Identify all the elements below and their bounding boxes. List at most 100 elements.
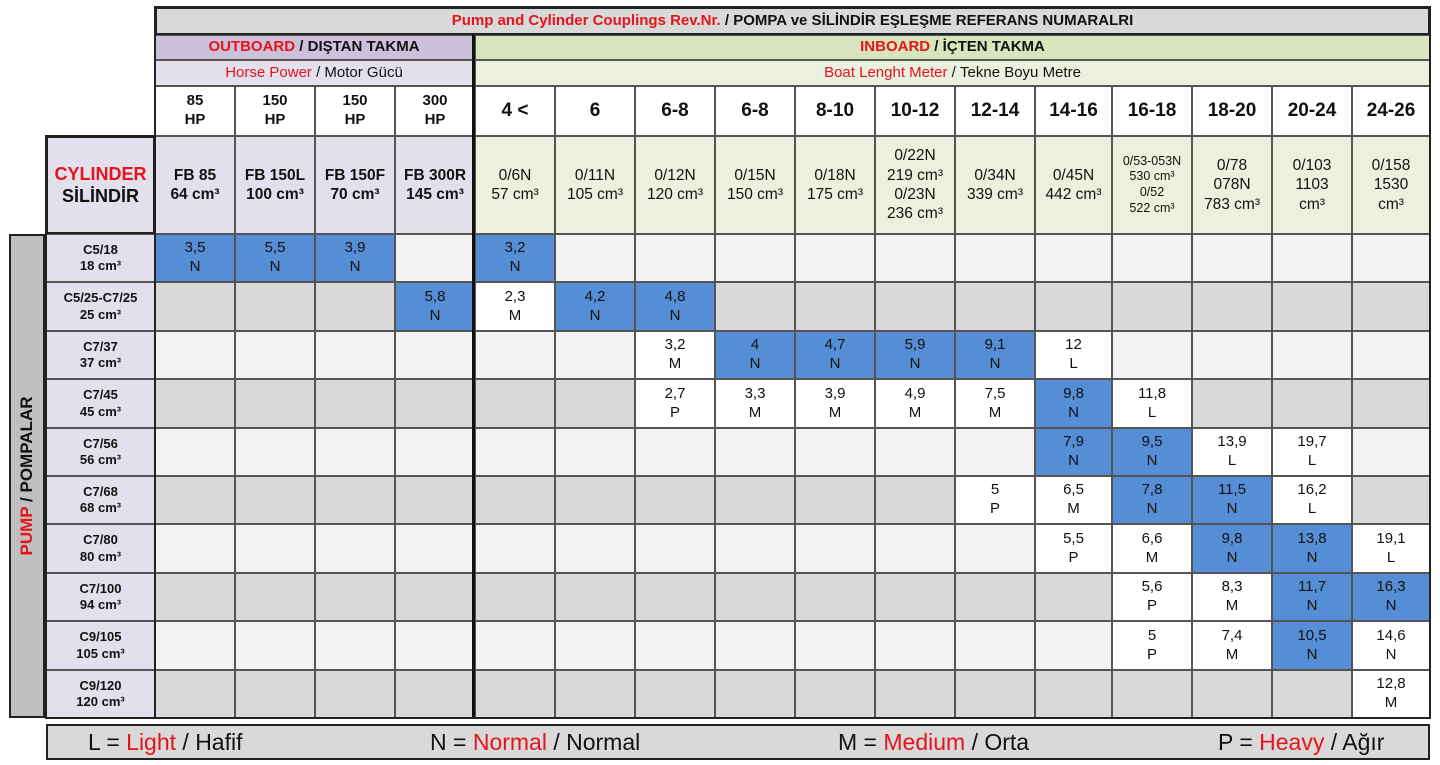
matrix-cell-line: M: [748, 403, 762, 421]
matrix-cell: 4,9 M: [875, 379, 955, 428]
matrix-cell: [1192, 282, 1272, 331]
cylinder-header: 0/45N 442 cm³: [1035, 136, 1112, 234]
cylinder-header-line: 530 cm³: [1129, 169, 1175, 184]
matrix-cell: 13,8 N: [1272, 524, 1352, 573]
title-sep: /: [720, 11, 734, 29]
matrix-cell-line: M: [508, 306, 522, 324]
matrix-cell: [475, 524, 555, 573]
outboard-header: OUTBOARD / DIŞTAN TAKMA: [155, 35, 473, 60]
matrix-cell: [795, 476, 875, 524]
matrix-cell: 7,4 M: [1192, 621, 1272, 670]
pump-row-label-line: C7/68: [83, 483, 118, 499]
matrix-cell-line: 5,6: [1141, 578, 1163, 596]
cylinder-header-line: 0/158: [1371, 156, 1411, 174]
matrix-cell-line: 3,3: [744, 384, 766, 402]
matrix-cell: [1035, 282, 1112, 331]
matrix-cell: [955, 524, 1035, 573]
cylinder-header-line: FB 150L: [244, 166, 306, 184]
matrix-cell: [475, 621, 555, 670]
cylinder-header: 0/12N 120 cm³: [635, 136, 715, 234]
matrix-cell: [875, 573, 955, 621]
size-header-line: 18-20: [1207, 100, 1257, 122]
size-header-line: HP: [184, 111, 206, 128]
cylinder-header: FB 150F 70 cm³: [315, 136, 395, 234]
matrix-cell-line: L: [1069, 355, 1078, 372]
matrix-cell: 3,9 M: [795, 379, 875, 428]
size-header-line: HP: [344, 111, 366, 128]
matrix-cell-line: N: [1306, 645, 1318, 663]
cylinder-header-line: FB 300R: [403, 166, 467, 184]
matrix-cell-line: 16,2: [1297, 481, 1327, 499]
matrix-cell: [875, 282, 955, 331]
matrix-cell: [635, 524, 715, 573]
matrix-cell-line: M: [908, 403, 922, 421]
pump-row-label-line: 80 cm³: [79, 548, 122, 564]
matrix-cell: [475, 331, 555, 379]
matrix-cell: [795, 621, 875, 670]
size-header-line: 12-14: [970, 100, 1020, 122]
matrix-cell-line: 4,7: [824, 336, 846, 354]
cylinder-header-line: 219 cm³: [887, 166, 943, 184]
matrix-cell: 11,7 N: [1272, 573, 1352, 621]
matrix-cell: [1112, 282, 1192, 331]
matrix-cell: [155, 670, 235, 718]
legend-medium: M = Medium / Orta: [838, 729, 1030, 755]
matrix-cell: 12 L: [1035, 331, 1112, 379]
pump-row-label-line: C5/25-C7/25: [63, 290, 138, 306]
matrix-cell-line: N: [829, 355, 841, 372]
cylinder-header: 0/103 1103 cm³: [1272, 136, 1352, 234]
matrix-cell-line: 9,8: [1063, 384, 1084, 402]
matrix-cell-line: M: [1384, 694, 1398, 711]
matrix-cell-line: N: [1146, 452, 1158, 469]
matrix-cell-line: P: [669, 403, 680, 421]
matrix-cell: [715, 670, 795, 718]
matrix-cell-line: 12,8: [1376, 675, 1406, 693]
size-header: 10-12: [875, 86, 955, 136]
matrix-cell-line: P: [989, 500, 1000, 517]
matrix-cell: [875, 524, 955, 573]
size-header-line: 20-24: [1287, 100, 1337, 122]
matrix-cell: 19,1 L: [1352, 524, 1430, 573]
matrix-cell-line: N: [749, 355, 761, 372]
matrix-cell-line: N: [669, 306, 681, 324]
matrix-cell-line: L: [1386, 548, 1396, 566]
matrix-cell-line: 4: [750, 336, 760, 354]
matrix-cell: 12,8 M: [1352, 670, 1430, 718]
cylinder-header-line: 120 cm³: [647, 186, 703, 203]
matrix-cell: 3,5 N: [155, 234, 235, 282]
matrix-cell: [795, 573, 875, 621]
matrix-cell: 9,1 N: [955, 331, 1035, 379]
cylinder-header-line: 078N: [1213, 176, 1251, 194]
matrix-cell-line: 14,6: [1376, 626, 1406, 644]
matrix-cell: 9,8 N: [1192, 524, 1272, 573]
cylinder-header-line: 0/12N: [654, 166, 696, 184]
matrix-cell: [955, 573, 1035, 621]
size-header: 6-8: [715, 86, 795, 136]
cylinder-header-line: 100 cm³: [246, 186, 304, 203]
matrix-cell: [235, 476, 315, 524]
pump-row-label: C7/80 80 cm³: [46, 524, 155, 573]
table-frame: [154, 6, 1431, 719]
matrix-cell: [475, 573, 555, 621]
matrix-cell-line: P: [1146, 645, 1157, 663]
cylinder-header: 0/78 078N 783 cm³: [1192, 136, 1272, 234]
matrix-cell-line: N: [1385, 597, 1397, 614]
matrix-cell: 6,5 M: [1035, 476, 1112, 524]
cylinder-header-line: 1103: [1295, 176, 1329, 194]
pump-row-label-line: C7/37: [83, 338, 118, 354]
matrix-cell: 7,5 M: [955, 379, 1035, 428]
pump-row-label: C9/120 120 cm³: [46, 670, 155, 718]
matrix-cell-line: 5,8: [424, 287, 446, 305]
cylinder-header-line: 70 cm³: [330, 186, 380, 203]
outboard-title-en: OUTBOARD: [208, 38, 296, 56]
matrix-cell: [555, 621, 635, 670]
matrix-cell: [795, 234, 875, 282]
matrix-cell-line: N: [189, 258, 201, 275]
matrix-cell-line: 3,9: [344, 239, 366, 257]
inboard-sub-tr: Tekne Boyu Metre: [960, 63, 1081, 81]
matrix-cell-line: 2,7: [664, 384, 686, 402]
matrix-cell: 9,5 N: [1112, 428, 1192, 476]
matrix-cell-line: 4,2: [584, 287, 606, 305]
